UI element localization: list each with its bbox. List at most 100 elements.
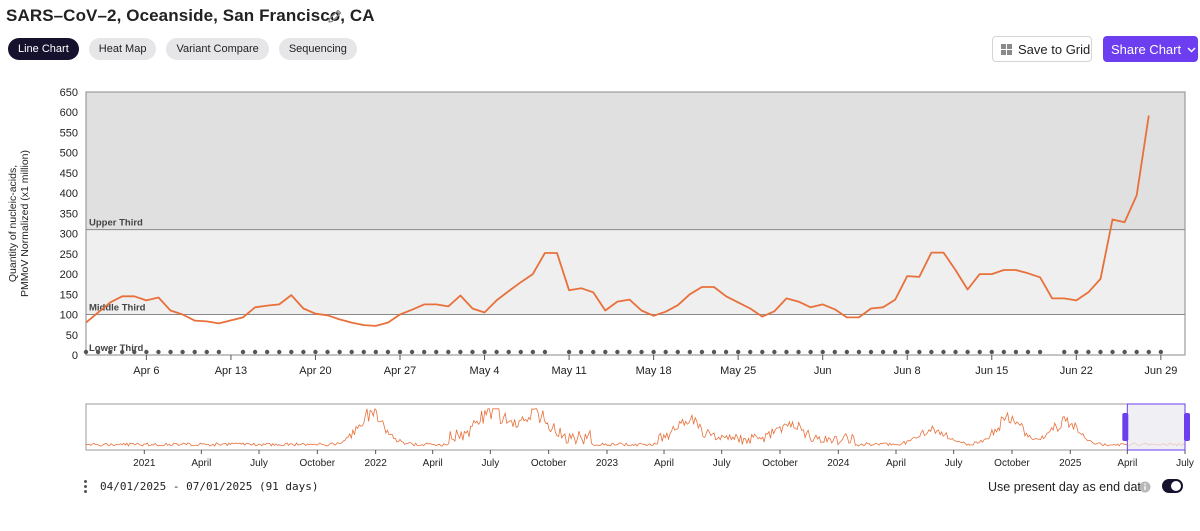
navigator-frame [85,403,1186,451]
sample-dot-30 [458,349,463,355]
nav-tick-label-8: 2023 [596,458,619,469]
nav-tick-label-17: April [1117,458,1137,469]
nav-tick-label-15: October [994,458,1030,469]
nav-tick-label-0: 2021 [133,458,156,469]
sample-dot-4 [132,349,137,355]
x-tick-label-11: Jun 22 [1060,365,1093,377]
sample-dot-31 [470,349,475,355]
tab-line-chart[interactable]: Line Chart [8,38,79,60]
y-tick-label-12: 600 [60,107,78,119]
nav-tick-label-14: July [945,458,963,469]
sample-dot-10 [204,349,209,355]
sample-dot-26 [409,349,415,355]
sample-dot-33 [494,349,499,355]
nav-tick-label-7: October [531,458,567,469]
sample-dot-1 [95,349,101,355]
sample-dot-48 [687,349,693,355]
chart-type-tabs: Line Chart Heat Map Variant Compare Sequ… [8,38,357,60]
nav-tick-label-5: April [423,458,443,469]
band-label-2: Upper Third [89,218,143,229]
sample-dot-54 [760,349,765,355]
sample-dot-63 [868,349,874,355]
sample-dot-62 [856,349,862,355]
sample-dot-84 [1134,349,1139,355]
sample-dot-50 [711,349,717,355]
sample-dot-15 [277,349,282,355]
share-chart-button[interactable]: Share Chart [1103,36,1198,62]
nav-tick-label-11: October [762,458,798,469]
sample-dot-82 [1110,349,1115,355]
sample-dot-78 [1062,349,1067,355]
sample-dot-37 [542,349,548,355]
sample-dot-27 [421,349,427,355]
sample-dot-57 [796,349,801,355]
sample-dot-85 [1146,349,1151,355]
sample-dot-68 [929,349,934,355]
y-tick-label-0: 0 [72,350,78,362]
y-tick-label-11: 550 [60,127,78,139]
y-tick-label-4: 200 [60,269,78,281]
sample-dot-64 [880,349,886,355]
sample-dot-44 [639,349,644,355]
sample-dot-72 [977,349,982,355]
sample-dot-56 [784,349,789,355]
grid-icon [1001,43,1012,55]
timeline-navigator[interactable]: 2021 April July October 2022 April July October… [0,400,1200,475]
y-tick-label-6: 300 [60,229,78,241]
y-axis-label-0: Quantity of nucleic-acids, [7,165,19,282]
nav-tick-label-10: July [713,458,731,469]
share-chart-label: Share Chart [1111,41,1182,57]
sample-dot-23 [373,349,379,355]
present-day-label: Use present day as end date [988,480,1148,494]
band-2 [86,92,1185,230]
y-tick-label-7: 350 [60,208,78,220]
nav-tick-label-9: April [654,458,674,469]
x-tick-label-5: May 11 [551,365,586,377]
sample-dot-79 [1074,349,1079,355]
x-tick-label-4: May 4 [470,365,500,377]
line-chart[interactable]: Lower Third Middle Third Upper Third 0 50 100… [0,80,1200,380]
sample-dot-77 [1037,349,1043,355]
sample-dot-14 [264,349,270,355]
x-tick-label-8: Jun [814,365,832,377]
sample-dot-65 [892,349,898,355]
nav-tick-label-18: July [1176,458,1194,469]
drag-handle-icon[interactable] [84,480,88,493]
sample-dot-52 [735,349,741,355]
y-tick-label-8: 400 [60,188,78,200]
sample-dot-75 [1013,349,1019,355]
tab-sequencing[interactable]: Sequencing [278,38,357,60]
sample-dot-18 [313,349,318,355]
sample-dot-39 [578,349,584,355]
sample-dot-24 [385,349,391,355]
nav-tick-label-1: April [191,458,211,469]
nav-tick-label-4: 2022 [365,458,388,469]
page-title: SARS–CoV–2, Oceanside, San Francisco, CA [6,6,375,25]
x-tick-label-6: May 18 [636,365,672,377]
x-tick-label-9: Jun 8 [894,365,921,377]
x-tick-label-3: Apr 27 [384,365,416,377]
sample-dot-40 [591,349,596,355]
present-day-toggle[interactable] [1162,479,1183,493]
sample-dot-17 [301,349,306,355]
sample-dot-32 [482,349,487,355]
y-tick-label-1: 50 [66,330,78,342]
y-axis-label-1: PMMoV Normalized (x1 million) [19,150,31,297]
nav-tick-label-16: 2025 [1059,458,1082,469]
sample-dot-55 [772,349,777,355]
save-to-grid-button[interactable]: Save to Grid [992,36,1092,62]
sample-dot-47 [675,349,680,355]
sample-dot-80 [1086,349,1091,355]
sample-dot-16 [289,349,294,355]
tab-heat-map[interactable]: Heat Map [88,38,157,60]
sample-dot-46 [663,349,668,355]
info-icon[interactable] [1139,481,1151,493]
sample-dot-6 [156,349,161,355]
nav-tick-label-6: July [481,458,499,469]
x-tick-label-2: Apr 20 [299,365,331,377]
tab-variant-compare[interactable]: Variant Compare [166,38,269,60]
sample-dot-0 [83,349,89,355]
sample-dot-29 [446,349,451,355]
pencil-icon[interactable] [326,7,344,25]
save-to-grid-label: Save to Grid [1018,41,1091,57]
